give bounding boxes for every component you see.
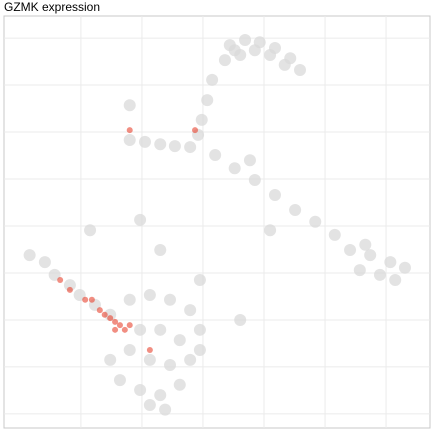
point — [248, 44, 261, 57]
point — [294, 64, 307, 77]
point — [309, 215, 322, 228]
point — [126, 127, 133, 134]
point — [154, 323, 167, 336]
point — [268, 188, 281, 201]
point — [154, 243, 167, 256]
point — [384, 256, 397, 269]
point — [84, 224, 97, 237]
point — [101, 311, 108, 318]
point — [38, 256, 51, 269]
point — [143, 398, 156, 411]
point — [364, 249, 377, 262]
point — [96, 307, 103, 314]
point — [201, 94, 214, 107]
point — [126, 322, 133, 329]
point — [173, 378, 186, 391]
point — [164, 293, 177, 306]
point — [57, 277, 64, 284]
point — [107, 315, 114, 322]
point — [123, 293, 136, 306]
point — [193, 323, 206, 336]
point — [88, 296, 95, 303]
point — [195, 113, 208, 126]
chart-title: GZMK expression — [4, 0, 100, 14]
point — [23, 249, 36, 262]
point — [123, 344, 136, 357]
point — [123, 134, 136, 147]
point — [66, 286, 73, 293]
point — [82, 296, 89, 303]
point — [173, 334, 186, 347]
point — [184, 141, 197, 154]
point — [344, 243, 357, 256]
point — [239, 33, 252, 46]
point — [116, 322, 123, 329]
point — [264, 224, 277, 237]
point — [389, 274, 402, 287]
point — [234, 313, 247, 326]
point — [168, 140, 181, 153]
point — [113, 374, 126, 387]
point — [184, 304, 197, 317]
point — [159, 403, 172, 416]
point — [112, 326, 119, 333]
point — [134, 323, 147, 336]
point — [228, 162, 241, 175]
point — [143, 289, 156, 302]
point — [193, 274, 206, 287]
point — [146, 347, 153, 354]
point — [359, 238, 372, 251]
point — [143, 353, 156, 366]
point — [112, 318, 119, 325]
point — [73, 289, 86, 302]
point — [228, 44, 241, 57]
point — [218, 54, 231, 67]
point — [209, 149, 222, 162]
point — [123, 99, 136, 112]
point — [353, 264, 366, 277]
point — [134, 213, 147, 226]
point — [248, 173, 261, 186]
point — [264, 48, 277, 61]
point — [243, 154, 256, 167]
point — [206, 73, 219, 86]
point — [104, 308, 117, 321]
point — [154, 138, 167, 151]
point — [184, 353, 197, 366]
point — [104, 353, 117, 366]
point — [328, 228, 341, 241]
point — [138, 135, 151, 148]
point — [193, 344, 206, 357]
point — [48, 268, 61, 281]
point — [278, 58, 291, 71]
point — [63, 279, 76, 292]
point — [121, 326, 128, 333]
point — [398, 261, 411, 274]
point — [289, 204, 302, 217]
point — [373, 268, 386, 281]
point — [192, 127, 199, 134]
point — [164, 359, 177, 372]
point — [154, 389, 167, 402]
point — [134, 383, 147, 396]
